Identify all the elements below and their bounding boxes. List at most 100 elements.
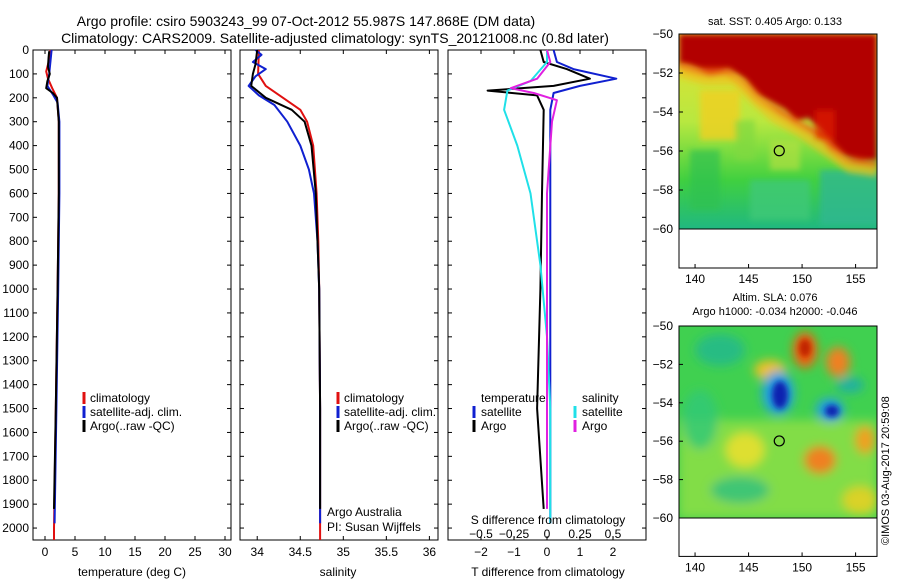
- xtick-label: 150: [792, 560, 812, 574]
- ytick-label: −50: [653, 319, 674, 333]
- xtick-label: 20: [158, 545, 172, 559]
- t-difference-xlabel: T difference from climatology: [471, 565, 625, 579]
- ytick-label: 1900: [2, 497, 29, 511]
- ytick-label: −54: [653, 396, 674, 410]
- sst-map-title: sat. SST: 0.405 Argo: 0.133: [708, 16, 842, 28]
- temperature-legend: climatology satellite-adj. clim. Argo(..…: [82, 391, 182, 433]
- legend-t-satellite: satellite: [481, 405, 522, 419]
- salinity-axes-frame: [239, 49, 439, 541]
- series-s-argo: [509, 49, 558, 509]
- sla-map-title: Altim. SLA: 0.076: [733, 292, 818, 304]
- ytick-label: −56: [653, 144, 674, 158]
- ytick-label: −60: [653, 222, 674, 236]
- xtick-label: 155: [846, 272, 866, 286]
- xtick-label: 2: [610, 545, 617, 559]
- legend-argo: Argo(..raw -QC): [90, 419, 175, 433]
- annotation-argo-australia: Argo Australia: [327, 505, 402, 519]
- legend-climatology: climatology: [344, 391, 404, 405]
- difference-panel: −2 −1 0 1 2 −0.5 −0.25 0 0.25 0.5 S difference fr…: [447, 49, 647, 579]
- ytick-label: −58: [653, 473, 674, 487]
- xtick-label: 1: [577, 545, 584, 559]
- ytick-label: 300: [9, 115, 29, 129]
- ytick-label: 1700: [2, 449, 29, 463]
- ytick-label: 700: [9, 210, 29, 224]
- argo-location-marker: [773, 145, 785, 157]
- temperature-xlabel: temperature (deg C): [78, 565, 186, 579]
- map-nodata-area: [678, 228, 878, 269]
- xtick-label: −2: [474, 545, 488, 559]
- difference-lines: [486, 49, 618, 524]
- ytick-label: 900: [9, 258, 29, 272]
- xtick-label: 145: [739, 560, 759, 574]
- difference-ticks: −2 −1 0 1 2 −0.5 −0.25 0 0.25 0.5: [448, 49, 646, 559]
- legend-argo: Argo(..raw -QC): [344, 419, 429, 433]
- map-nodata-area: [678, 517, 878, 557]
- legend-header-temperature: temperature: [481, 391, 546, 405]
- ytick-label: 500: [9, 163, 29, 177]
- xtick-label: 150: [792, 272, 812, 286]
- ytick-label: 400: [9, 139, 29, 153]
- legend-header-salinity: salinity: [582, 391, 619, 405]
- ytick-label: −58: [653, 183, 674, 197]
- xtick-label: 155: [846, 560, 866, 574]
- s-difference-label: S difference from climatology: [471, 513, 626, 527]
- s-tick-label: 0.5: [605, 527, 622, 541]
- s-tick-label: 0.25: [568, 527, 592, 541]
- legend-climatology: climatology: [90, 391, 150, 405]
- xtick-label: 15: [128, 545, 142, 559]
- sst-front: [679, 62, 877, 177]
- title-line-1: Argo profile: csiro 5903243_99 07-Oct-20…: [77, 13, 535, 29]
- ytick-label: 1100: [3, 306, 29, 320]
- temperature-lines: [45, 49, 61, 540]
- s-tick-label: −0.5: [469, 527, 493, 541]
- series-t-satellite: [549, 49, 618, 524]
- series-argo-raw-qc: [45, 51, 60, 509]
- legend-t-argo: Argo: [481, 419, 507, 433]
- sla-map-panel: Altim. SLA: 0.076 Argo h1000: -0.034 h20…: [653, 292, 878, 574]
- sst-heatmap: [679, 34, 877, 229]
- ytick-label: 600: [9, 186, 29, 200]
- sla-eddy-cores: [772, 339, 839, 417]
- xtick-label: 35.5: [375, 545, 399, 559]
- salinity-legend: climatology satellite-adj. clim. Argo(..…: [336, 391, 436, 433]
- temperature-ticks: 0100200300400500600700800900100011001200…: [2, 43, 232, 559]
- salinity-panel: 34 34.5 35 35.5 36 salinity climatology sate…: [239, 49, 439, 579]
- series-s-satellite: [503, 50, 552, 524]
- sst-map-ticks: −50 −52 −54 −56 −58 −60 140 145 150 155: [653, 27, 878, 286]
- title-line-2: Climatology: CARS2009. Satellite-adjuste…: [61, 30, 609, 46]
- ytick-label: 0: [22, 43, 29, 57]
- sst-map-panel: sat. SST: 0.405 Argo: 0.133 −50 −52 −54 −56…: [653, 16, 878, 286]
- ytick-label: 200: [9, 91, 29, 105]
- sla-map-ticks: −50 −52 −54 −56 −58 −60 140 145 150 155: [653, 319, 878, 574]
- temperature-axes-frame: [32, 49, 232, 541]
- xtick-label: 35: [337, 545, 351, 559]
- legend-s-satellite: satellite: [582, 405, 623, 419]
- legend-satellite: satellite-adj. clim.: [344, 405, 436, 419]
- ytick-label: 1800: [2, 473, 29, 487]
- salinity-lines: [247, 49, 322, 540]
- annotation-pi: PI: Susan Wijffels: [327, 520, 421, 534]
- salinity-xlabel: salinity: [320, 565, 357, 579]
- argo-location-marker: [773, 435, 785, 447]
- ytick-label: 1400: [2, 378, 29, 392]
- xtick-label: 25: [188, 545, 202, 559]
- xtick-label: 34: [251, 545, 265, 559]
- ytick-label: −54: [653, 105, 674, 119]
- xtick-label: 34.5: [289, 545, 313, 559]
- ytick-label: 100: [9, 67, 29, 81]
- ytick-label: 2000: [2, 521, 29, 535]
- ytick-label: 1300: [2, 354, 29, 368]
- xtick-label: 30: [218, 545, 232, 559]
- ytick-label: 1500: [2, 402, 29, 416]
- xtick-label: 5: [72, 545, 79, 559]
- legend-satellite: satellite-adj. clim.: [90, 405, 182, 419]
- temperature-panel: 0100200300400500600700800900100011001200…: [2, 43, 232, 579]
- sst-texture: [690, 90, 877, 225]
- series-argo-raw-qc: [250, 49, 322, 509]
- sla-heatmap: [679, 326, 877, 518]
- xtick-label: 140: [685, 560, 705, 574]
- ytick-label: −50: [653, 27, 674, 41]
- xtick-label: 0: [42, 545, 49, 559]
- s-tick-label: 0: [544, 527, 551, 541]
